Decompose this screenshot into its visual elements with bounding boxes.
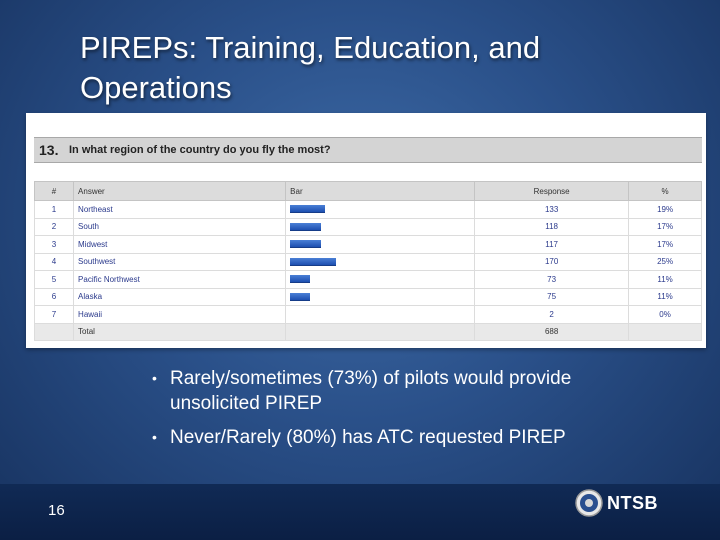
total-row: Total 688 [33, 322, 702, 341]
title-line-2: Operations [80, 70, 232, 105]
row-num: 1 [33, 200, 75, 219]
row-num: 7 [33, 305, 75, 324]
row-percent: 0% [628, 305, 702, 324]
response-bar [290, 275, 311, 284]
total-value: 688 [474, 322, 630, 341]
response-bar [290, 222, 322, 231]
total-label: Total [73, 322, 287, 341]
table-row: 2 South 118 17% [33, 217, 702, 236]
response-bar [290, 240, 322, 249]
page-number: 16 [48, 502, 65, 519]
row-response: 75 [474, 287, 630, 306]
bullet-item: • Rarely/sometimes (73%) of pilots would… [150, 366, 690, 416]
row-num: 4 [33, 252, 75, 271]
table-row: 7 Hawaii 2 0% [33, 305, 702, 324]
results-table: # Answer Bar Response % 1 Northeast 133 19%… [33, 181, 702, 341]
row-percent: 17% [628, 235, 702, 254]
header-num: # [33, 181, 75, 201]
footer-bar [0, 484, 720, 540]
row-bar-cell [285, 217, 476, 236]
row-num: 3 [33, 235, 75, 254]
bullet-text: Rarely/sometimes (73%) of pilots would p… [170, 368, 572, 389]
total-pct-cell [628, 322, 702, 341]
row-num: 6 [33, 287, 75, 306]
table-row: 4 Southwest 170 25% [33, 252, 702, 271]
header-percent: % [628, 181, 702, 201]
row-response: 117 [474, 235, 630, 254]
row-response: 73 [474, 270, 630, 289]
table-row: 5 Pacific Northwest 73 11% [33, 270, 702, 289]
response-bar [290, 257, 337, 266]
row-response: 170 [474, 252, 630, 271]
row-answer: Northeast [73, 200, 287, 219]
row-answer: Midwest [73, 235, 287, 254]
ntsb-seal-icon [575, 489, 603, 517]
row-num: 2 [33, 217, 75, 236]
header-response: Response [474, 181, 630, 201]
row-percent: 11% [628, 270, 702, 289]
ntsb-wordmark: NTSB [607, 493, 658, 513]
slide-title: PIREPs: Training, Education, and Operati… [80, 28, 680, 108]
question-header: 13. In what region of the country do you… [34, 137, 702, 163]
row-answer: South [73, 217, 287, 236]
bullet-list: • Rarely/sometimes (73%) of pilots would… [150, 366, 690, 459]
total-num-cell [33, 322, 75, 341]
survey-results-image: 13. In what region of the country do you… [26, 113, 706, 348]
row-answer: Southwest [73, 252, 287, 271]
row-bar-cell [285, 270, 476, 289]
row-percent: 11% [628, 287, 702, 306]
table-header-row: # Answer Bar Response % [33, 181, 702, 201]
row-answer: Pacific Northwest [73, 270, 287, 289]
title-line-1: PIREPs: Training, Education, and [80, 30, 541, 65]
row-num: 5 [33, 270, 75, 289]
row-response: 133 [474, 200, 630, 219]
question-number: 13. [39, 142, 59, 158]
row-answer: Hawaii [73, 305, 287, 324]
table-row: 1 Northeast 133 19% [33, 200, 702, 219]
row-bar-cell [285, 305, 476, 324]
header-answer: Answer [73, 181, 287, 201]
total-bar-cell [285, 322, 476, 341]
row-response: 118 [474, 217, 630, 236]
row-response: 2 [474, 305, 630, 324]
row-bar-cell [285, 287, 476, 306]
row-percent: 17% [628, 217, 702, 236]
row-bar-cell [285, 235, 476, 254]
row-percent: 25% [628, 252, 702, 271]
bullet-dot-icon: • [152, 429, 157, 445]
row-bar-cell [285, 200, 476, 219]
header-bar: Bar [285, 181, 476, 201]
row-percent: 19% [628, 200, 702, 219]
bullet-dot-icon: • [152, 370, 157, 386]
response-bar [290, 292, 311, 301]
table-row: 3 Midwest 117 17% [33, 235, 702, 254]
bullet-item: • Never/Rarely (80%) has ATC requested P… [150, 425, 690, 450]
bullet-text-cont: unsolicited PIREP [170, 393, 323, 414]
table-row: 6 Alaska 75 11% [33, 287, 702, 306]
row-answer: Alaska [73, 287, 287, 306]
row-bar-cell [285, 252, 476, 271]
response-bar [290, 205, 326, 214]
question-text: In what region of the country do you fly… [69, 144, 331, 156]
bullet-text: Never/Rarely (80%) has ATC requested PIR… [170, 427, 566, 448]
